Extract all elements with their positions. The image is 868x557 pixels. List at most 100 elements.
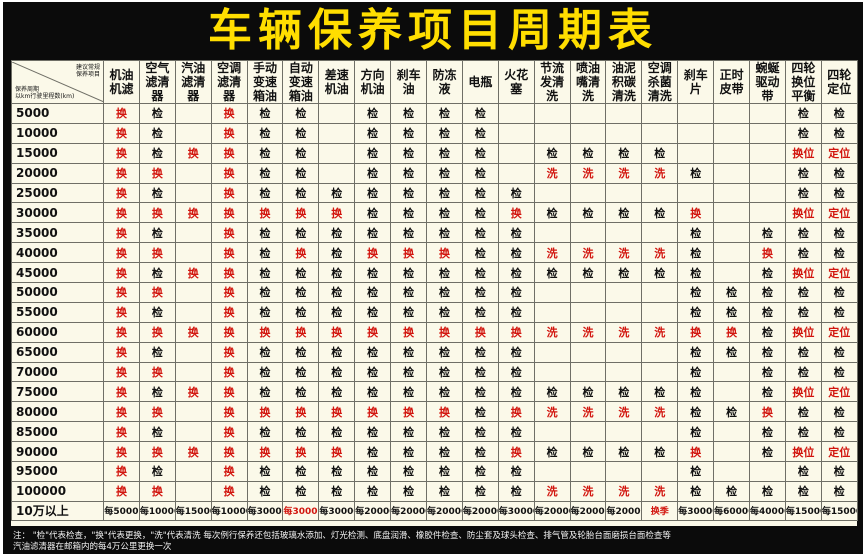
schedule-cell: 每20000 <box>533 500 571 521</box>
schedule-cell: 换位 <box>784 321 822 343</box>
schedule-cell: 换 <box>210 321 248 343</box>
schedule-cell: 检 <box>426 421 463 443</box>
schedule-cell <box>713 361 751 383</box>
corner-bottom-line2: 以km行驶里程数(km) <box>15 93 75 100</box>
schedule-cell <box>749 122 786 144</box>
schedule-cell <box>713 441 751 463</box>
mileage-cell: 65000 <box>11 341 104 363</box>
schedule-cell <box>641 421 679 443</box>
schedule-cell: 检 <box>784 361 822 383</box>
schedule-cell: 每30000 <box>282 500 320 521</box>
schedule-cell: 换 <box>210 262 248 284</box>
schedule-cell: 检 <box>533 262 571 284</box>
schedule-cell: 检 <box>749 301 786 323</box>
schedule-cell <box>533 301 571 323</box>
schedule-cell: 检 <box>461 262 499 284</box>
schedule-cell <box>713 162 751 184</box>
schedule-cell: 检 <box>390 142 428 164</box>
schedule-cell: 检 <box>318 381 356 403</box>
schedule-cell: 检 <box>461 461 499 482</box>
schedule-cell <box>605 222 643 244</box>
schedule-cell: 换 <box>103 182 140 204</box>
schedule-cell <box>497 103 535 124</box>
schedule-cell: 检 <box>820 341 858 363</box>
schedule-cell: 检 <box>318 341 356 363</box>
table-row: 80000 换换换换换换换换换检换洗洗洗洗检检换检检 <box>11 401 858 423</box>
schedule-cell <box>174 341 212 363</box>
schedule-cell: 换 <box>354 242 392 264</box>
schedule-cell <box>641 222 679 244</box>
schedule-cell: 换 <box>390 242 428 264</box>
schedule-cell: 检 <box>390 262 428 284</box>
schedule-cell: 检 <box>713 480 751 502</box>
column-header: 机油机滤 <box>103 60 140 104</box>
schedule-cell: 换 <box>210 142 248 164</box>
schedule-cell: 定位 <box>820 381 858 403</box>
schedule-cell: 检 <box>461 421 499 443</box>
schedule-cell: 换 <box>497 441 535 463</box>
table-row: 100000 换换换检检检检检检检检洗洗洗洗检检检检检 <box>11 480 858 502</box>
schedule-cell: 检 <box>138 421 176 443</box>
schedule-cell: 检 <box>749 361 786 383</box>
schedule-cell: 检 <box>497 182 535 204</box>
schedule-cell: 洗 <box>641 321 679 343</box>
schedule-cell: 定位 <box>820 321 858 343</box>
mileage-cell: 30000 <box>11 202 104 224</box>
schedule-cell: 检 <box>282 301 320 323</box>
schedule-cell: 检 <box>677 242 715 264</box>
schedule-cell: 每30000 <box>318 500 356 521</box>
schedule-cell: 检 <box>426 162 463 184</box>
footnote-line1: 注： "检"代表检查，"换"代表更换，"洗"代表清洗 每次例行保养还包括玻璃水添… <box>13 531 671 541</box>
schedule-cell: 换 <box>246 401 284 423</box>
schedule-cell: 每30000 <box>677 500 715 521</box>
schedule-cell: 检 <box>318 182 356 204</box>
schedule-cell: 检 <box>461 242 499 264</box>
schedule-cell: 检 <box>749 381 786 403</box>
schedule-cell: 检 <box>246 122 284 144</box>
schedule-cell <box>174 222 212 244</box>
schedule-cell: 换 <box>103 441 140 463</box>
column-header: 正时皮带 <box>713 60 751 104</box>
schedule-cell: 检 <box>820 122 858 144</box>
schedule-cell: 检 <box>426 262 463 284</box>
schedule-cell: 每20000 <box>461 500 499 521</box>
schedule-cell: 检 <box>820 361 858 383</box>
schedule-cell: 检 <box>749 441 786 463</box>
schedule-cell: 换位 <box>784 441 822 463</box>
schedule-cell: 检 <box>461 103 499 124</box>
schedule-cell: 每20000 <box>354 500 392 521</box>
schedule-cell: 换 <box>103 262 140 284</box>
schedule-cell: 换 <box>210 381 248 403</box>
schedule-cell: 换 <box>210 202 248 224</box>
schedule-cell <box>713 222 751 244</box>
schedule-cell: 换 <box>318 441 356 463</box>
schedule-cell: 检 <box>461 142 499 164</box>
schedule-cell: 检 <box>354 282 392 303</box>
schedule-cell <box>605 461 643 482</box>
corner-top-line1: 建议常规 <box>75 64 100 71</box>
schedule-cell: 检 <box>246 361 284 383</box>
schedule-cell: 换 <box>282 242 320 264</box>
schedule-cell: 每40000 <box>749 500 786 521</box>
schedule-cell: 换 <box>103 341 140 363</box>
schedule-cell: 检 <box>784 461 822 482</box>
schedule-cell: 检 <box>605 381 643 403</box>
column-header: 四轮换位平衡 <box>784 60 822 104</box>
table-row: 50000 换换换检检检检检检检检检检检检检 <box>11 282 858 303</box>
schedule-cell: 检 <box>354 361 392 383</box>
schedule-cell: 换 <box>174 381 212 403</box>
schedule-cell: 检 <box>354 301 392 323</box>
table-row: 45000 换检换换检检检检检检检检检检检检检检换位 定位 <box>11 262 858 284</box>
schedule-cell: 检 <box>318 262 356 284</box>
schedule-cell: 检 <box>354 461 392 482</box>
schedule-cell: 检 <box>461 282 499 303</box>
schedule-cell: 检 <box>390 162 428 184</box>
schedule-cell <box>497 142 535 164</box>
schedule-cell: 检 <box>569 142 607 164</box>
schedule-cell: 检 <box>354 480 392 502</box>
schedule-cell: 检 <box>390 122 428 144</box>
schedule-cell: 检 <box>282 480 320 502</box>
schedule-cell: 每20000 <box>605 500 643 521</box>
schedule-cell: 换位 <box>784 381 822 403</box>
column-header: 喷油嘴清洗 <box>569 60 607 104</box>
